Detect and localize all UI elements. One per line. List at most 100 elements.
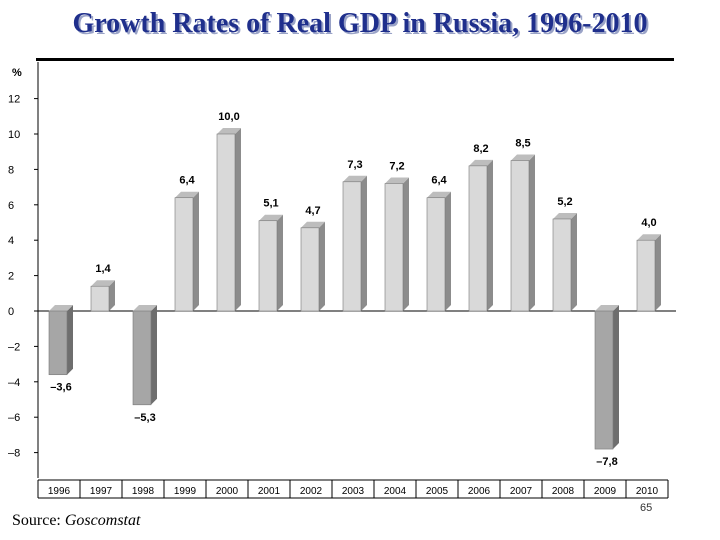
- bar-top-face: [49, 305, 73, 311]
- bar-side-face: [613, 305, 619, 450]
- bar-side-face: [277, 214, 283, 311]
- bar-top-face: [259, 214, 283, 221]
- bar-1996: [48, 305, 73, 376]
- y-axis-label: %: [12, 67, 22, 79]
- data-label-2003: 7,3: [347, 159, 362, 171]
- bar-top-face: [553, 212, 577, 219]
- x-category-2009: 2009: [594, 486, 617, 497]
- x-category-2000: 2000: [216, 486, 239, 497]
- bar-1998: [132, 305, 157, 406]
- bar-2002: [300, 221, 325, 312]
- bar-side-face: [193, 191, 199, 311]
- bar-2000: [216, 128, 241, 312]
- y-tick-label: 2: [8, 271, 14, 283]
- bar-front-face: [594, 310, 614, 450]
- x-category-2006: 2006: [468, 486, 491, 497]
- bar-front-face: [132, 310, 152, 406]
- bar-side-face: [403, 177, 409, 311]
- y-tick-label: –8: [8, 448, 20, 460]
- bar-top-face: [133, 305, 157, 311]
- data-label-1998: –5,3: [134, 412, 155, 424]
- bar-top-face: [427, 191, 451, 198]
- bar-1999: [174, 191, 199, 312]
- bar-front-face: [48, 310, 68, 376]
- title-underline: [36, 58, 674, 61]
- bar-top-face: [511, 154, 535, 161]
- chart-data-labels: –3,6 1,4 –5,3 6,4 10,0 5,1 4,7 7,3 7,2 6,4 8,2 8,5 5…: [50, 111, 656, 468]
- y-tick-label: –2: [8, 341, 20, 353]
- bar-2004: [384, 177, 409, 312]
- bar-front-face: [426, 197, 446, 312]
- x-category-2003: 2003: [342, 486, 365, 497]
- data-label-2009: –7,8: [596, 456, 617, 468]
- bar-2010: [636, 234, 661, 312]
- bar-side-face: [445, 191, 451, 311]
- bar-front-face: [468, 165, 488, 312]
- y-tick-label: 0: [8, 306, 14, 318]
- data-label-2000: 10,0: [218, 111, 239, 123]
- y-tick-label: –6: [8, 412, 20, 424]
- bar-top-face: [343, 175, 367, 182]
- y-tick-label: 12: [8, 94, 20, 106]
- source-note: Source: Goscomstat: [12, 512, 140, 530]
- bar-front-face: [384, 183, 404, 312]
- bar-side-face: [109, 280, 115, 311]
- bar-top-face: [301, 221, 325, 228]
- bar-2009: [594, 305, 619, 450]
- x-category-1996: 1996: [48, 486, 71, 497]
- bar-side-face: [319, 221, 325, 311]
- x-category-1997: 1997: [90, 486, 113, 497]
- x-category-2001: 2001: [258, 486, 281, 497]
- bar-top-face: [175, 191, 199, 198]
- bar-side-face: [235, 128, 241, 311]
- bar-side-face: [151, 305, 157, 405]
- bar-2007: [510, 154, 535, 312]
- page-number: 65: [640, 502, 653, 514]
- data-label-2005: 6,4: [431, 175, 447, 187]
- data-label-2008: 5,2: [557, 196, 572, 208]
- bar-1997: [90, 280, 115, 312]
- data-label-1996: –3,6: [50, 382, 71, 394]
- bar-front-face: [300, 227, 320, 312]
- bar-front-face: [174, 197, 194, 312]
- y-tick-label: 6: [8, 200, 14, 212]
- bar-front-face: [552, 218, 572, 312]
- data-label-2006: 8,2: [473, 143, 488, 155]
- x-category-2010: 2010: [636, 486, 659, 497]
- bar-2001: [258, 214, 283, 312]
- bar-top-face: [595, 305, 619, 311]
- bar-2008: [552, 212, 577, 312]
- bar-side-face: [571, 212, 577, 311]
- bar-side-face: [487, 159, 493, 311]
- y-tick-label: 4: [8, 235, 14, 247]
- data-label-2007: 8,5: [515, 138, 530, 150]
- data-label-2010: 4,0: [641, 217, 656, 229]
- bar-2003: [342, 175, 367, 312]
- bar-front-face: [216, 133, 236, 312]
- data-label-1997: 1,4: [95, 263, 111, 275]
- bar-top-face: [217, 128, 241, 134]
- bar-side-face: [67, 305, 73, 375]
- y-tick-label: –4: [8, 377, 20, 389]
- data-label-2002: 4,7: [305, 205, 320, 217]
- bar-front-face: [342, 181, 362, 312]
- x-category-2007: 2007: [510, 486, 533, 497]
- bar-side-face: [529, 154, 535, 311]
- data-label-2001: 5,1: [263, 198, 278, 210]
- chart-bars: [48, 128, 661, 450]
- y-tick-label: 8: [8, 164, 14, 176]
- data-label-2004: 7,2: [389, 161, 404, 173]
- x-category-2004: 2004: [384, 486, 407, 497]
- bar-top-face: [385, 177, 409, 184]
- chart-title: Growth Rates of Real GDP in Russia, 1996…: [72, 8, 648, 39]
- bar-top-face: [637, 234, 661, 241]
- source-label: Source:: [12, 512, 61, 529]
- x-category-1998: 1998: [132, 486, 155, 497]
- bar-top-face: [469, 159, 493, 166]
- bar-2005: [426, 191, 451, 312]
- bar-side-face: [655, 234, 661, 311]
- x-category-1999: 1999: [174, 486, 197, 497]
- bar-2006: [468, 159, 493, 312]
- y-tick-label: 10: [8, 129, 20, 141]
